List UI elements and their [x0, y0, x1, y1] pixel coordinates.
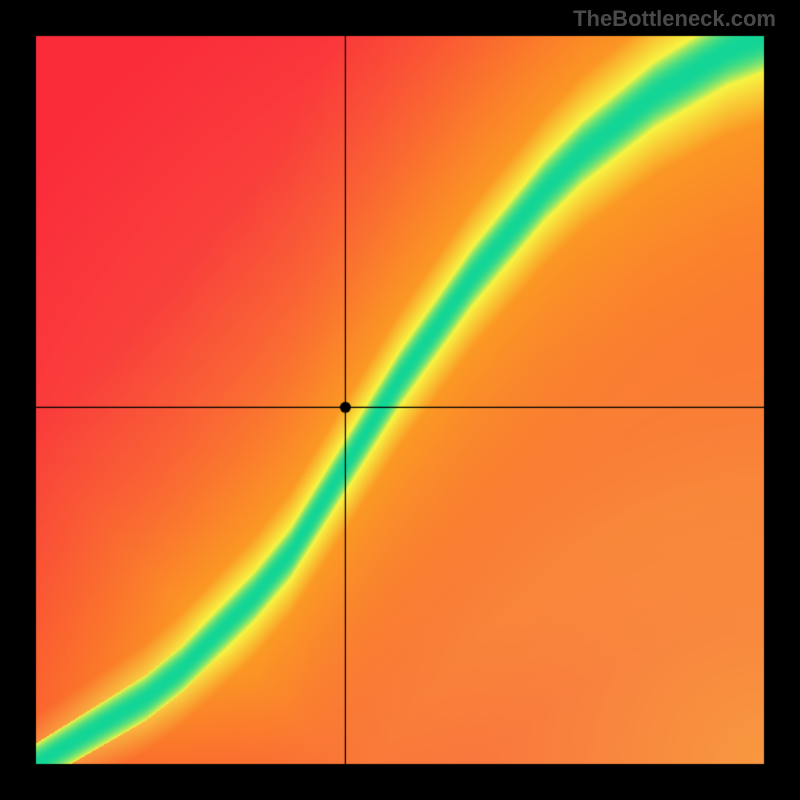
bottleneck-heatmap: [0, 0, 800, 800]
watermark-text: TheBottleneck.com: [573, 6, 776, 32]
